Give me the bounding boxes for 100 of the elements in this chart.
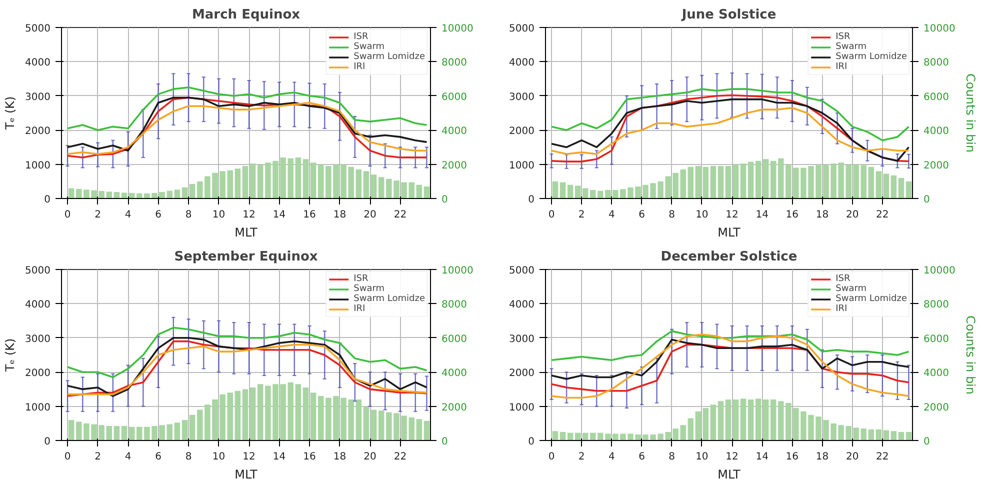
y-tick-label: 4000 (25, 300, 51, 311)
y-tick-label: 2000 (25, 126, 51, 138)
y2-tick-label: 6000 (924, 334, 949, 345)
y2-tick-label: 8000 (924, 58, 949, 69)
chart-title: September Equinox (174, 250, 318, 264)
x-tick-label: 18 (816, 210, 829, 220)
legend-label: IRI (836, 304, 848, 314)
x-tick-label: 20 (364, 210, 376, 220)
legend-label: Swarm (354, 42, 385, 52)
legend-label: ISR (354, 274, 370, 284)
y2-tick-label: 2000 (924, 402, 949, 414)
y-tick-label: 2000 (25, 368, 51, 380)
y2-tick-label: 6000 (442, 92, 467, 103)
y2-axis-title: Counts in bin (963, 73, 978, 153)
y2-tick-label: 0 (924, 194, 930, 206)
x-tick-label: 12 (242, 210, 256, 220)
y-tick-label: 1000 (25, 160, 51, 172)
x-tick-label: 20 (846, 452, 859, 462)
y-tick-label: 1000 (509, 402, 535, 414)
y2-tick-label: 4000 (924, 368, 949, 380)
y-tick-label: 5000 (509, 24, 535, 34)
x-tick-label: 20 (364, 452, 376, 462)
legend-label: ISR (836, 32, 852, 42)
y-tick-label: 0 (44, 194, 51, 206)
legend-label: Swarm Lomidze (836, 52, 907, 62)
legend-label: Swarm Lomidze (354, 52, 425, 62)
x-tick-label: 16 (786, 210, 799, 220)
chart-title: December Solstice (660, 250, 798, 264)
x-axis-title: MLT (718, 468, 742, 482)
x-tick-label: 2 (578, 452, 585, 462)
x-tick-label: 22 (394, 452, 407, 462)
y2-tick-label: 6000 (442, 334, 467, 345)
x-tick-label: 6 (638, 210, 645, 220)
x-tick-label: 0 (64, 210, 71, 220)
x-tick-label: 4 (124, 210, 132, 220)
x-tick-label: 22 (876, 452, 889, 462)
y-tick-label: 5000 (509, 266, 535, 276)
x-tick-label: 0 (64, 452, 71, 462)
y2-tick-label: 6000 (924, 92, 949, 103)
y-tick-label: 4000 (509, 300, 535, 311)
y-tick-label: 2000 (509, 368, 535, 380)
legend-label: Swarm (836, 42, 867, 52)
x-tick-label: 8 (185, 452, 192, 462)
legend-label: Swarm (836, 284, 867, 294)
x-tick-label: 12 (726, 210, 738, 220)
x-tick-label: 8 (185, 210, 192, 220)
y-tick-label: 0 (528, 194, 535, 206)
chart-title: June Solstice (680, 8, 776, 22)
y2-tick-label: 0 (442, 194, 448, 206)
y-axis-title: Tₑ (K) (3, 338, 18, 373)
x-tick-label: 0 (548, 452, 555, 462)
x-tick-label: 6 (638, 452, 645, 462)
y-tick-label: 0 (44, 436, 51, 448)
x-tick-label: 10 (696, 452, 708, 462)
y2-tick-label: 2000 (924, 160, 949, 172)
y-tick-label: 5000 (25, 24, 51, 34)
y2-tick-label: 4000 (442, 126, 467, 138)
y2-tick-label: 8000 (442, 300, 467, 311)
x-axis-title: MLT (718, 226, 742, 240)
x-tick-label: 6 (155, 452, 162, 462)
y-tick-label: 4000 (25, 58, 51, 69)
x-tick-label: 2 (94, 210, 101, 220)
x-tick-label: 8 (668, 452, 676, 462)
y-tick-label: 2000 (509, 126, 535, 138)
x-axis-title: MLT (234, 468, 258, 482)
y-axis-title: Tₑ (K) (3, 96, 18, 131)
x-tick-label: 14 (272, 452, 286, 462)
y2-tick-label: 8000 (442, 58, 467, 69)
legend-label: ISR (836, 274, 852, 284)
legend-label: Swarm (354, 284, 385, 294)
x-tick-label: 10 (696, 210, 708, 220)
x-axis-title: MLT (234, 226, 258, 240)
x-tick-label: 18 (333, 210, 346, 220)
x-tick-label: 10 (212, 210, 226, 220)
x-tick-label: 4 (608, 452, 615, 462)
x-tick-label: 22 (876, 210, 889, 220)
x-tick-label: 14 (272, 210, 286, 220)
x-tick-label: 2 (94, 452, 101, 462)
y-tick-label: 3000 (509, 334, 535, 345)
x-tick-label: 8 (668, 210, 676, 220)
y2-tick-label: 2000 (442, 402, 467, 414)
y-tick-label: 3000 (509, 92, 535, 103)
legend-label: IRI (354, 62, 366, 72)
y-tick-label: 1000 (509, 160, 535, 172)
legend-label: Swarm Lomidze (354, 294, 425, 304)
x-tick-label: 18 (333, 452, 346, 462)
x-tick-label: 10 (212, 452, 226, 462)
x-tick-label: 12 (242, 452, 256, 462)
legend-label: IRI (836, 62, 848, 72)
y-tick-label: 3000 (25, 334, 51, 345)
y-tick-label: 4000 (509, 58, 535, 69)
legend-label: Swarm Lomidze (836, 294, 907, 304)
chart-title: March Equinox (192, 8, 301, 22)
x-tick-label: 6 (155, 210, 162, 220)
x-tick-label: 12 (726, 452, 738, 462)
x-tick-label: 18 (816, 452, 829, 462)
x-tick-label: 4 (124, 452, 132, 462)
y-tick-label: 5000 (25, 266, 51, 276)
x-tick-label: 20 (846, 210, 859, 220)
x-tick-label: 16 (303, 452, 316, 462)
